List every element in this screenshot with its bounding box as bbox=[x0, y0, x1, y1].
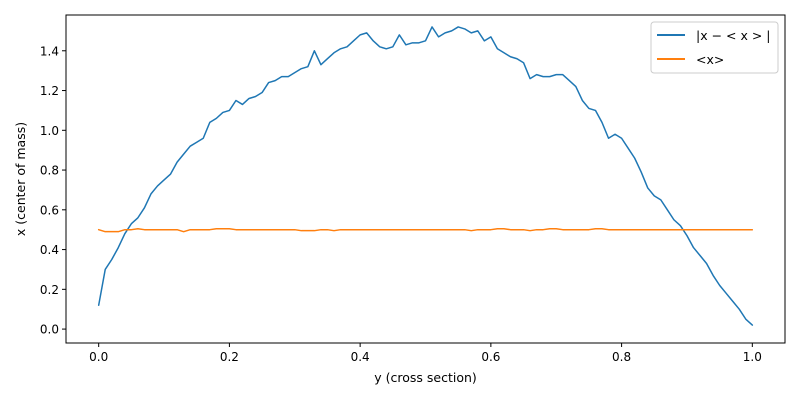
y-tick-label: 1.2 bbox=[40, 84, 59, 98]
x-tick-label: 0.2 bbox=[220, 350, 239, 364]
y-tick-label: 0.8 bbox=[40, 164, 59, 178]
y-tick-label: 0.2 bbox=[40, 283, 59, 297]
x-axis-label: y (cross section) bbox=[374, 370, 477, 385]
legend: |x − < x > | <x> bbox=[650, 21, 779, 74]
x-axis: 0.0 0.2 0.4 0.6 0.8 1.0 bbox=[89, 343, 762, 364]
y-tick-label: 0.6 bbox=[40, 203, 59, 217]
y-tick-label: 0.0 bbox=[40, 323, 59, 337]
series-abs-deviation-line bbox=[97, 26, 754, 326]
series-mean-line bbox=[97, 227, 754, 233]
y-axis: 0.0 0.2 0.4 0.6 0.8 1.0 1.2 1.4 bbox=[40, 44, 66, 337]
x-tick-label: 0.8 bbox=[612, 350, 631, 364]
plot-area bbox=[65, 14, 786, 344]
plot-frame bbox=[65, 14, 786, 344]
x-tick-label: 0.4 bbox=[351, 350, 370, 364]
legend-label-abs-deviation: |x − < x > | bbox=[696, 28, 771, 43]
x-tick-label: 0.6 bbox=[481, 350, 500, 364]
y-axis-label: x (center of mass) bbox=[13, 122, 28, 236]
series-layer bbox=[97, 26, 754, 326]
legend-label-mean: <x> bbox=[696, 52, 724, 67]
y-tick-label: 1.4 bbox=[40, 44, 59, 58]
x-tick-label: 1.0 bbox=[743, 350, 762, 364]
y-tick-label: 1.0 bbox=[40, 124, 59, 138]
y-tick-label: 0.4 bbox=[40, 243, 59, 257]
x-tick-label: 0.0 bbox=[89, 350, 108, 364]
